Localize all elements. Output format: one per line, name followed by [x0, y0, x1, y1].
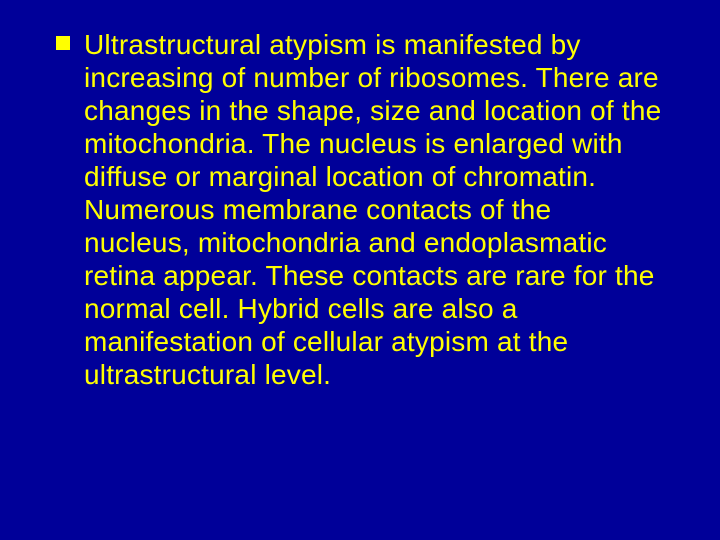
slide: Ultrastructural atypism is manifested by…: [0, 0, 720, 540]
bullet-text: Ultrastructural atypism is manifested by…: [84, 28, 664, 391]
bullet-item: Ultrastructural atypism is manifested by…: [56, 28, 664, 391]
bullet-square-icon: [56, 36, 70, 50]
